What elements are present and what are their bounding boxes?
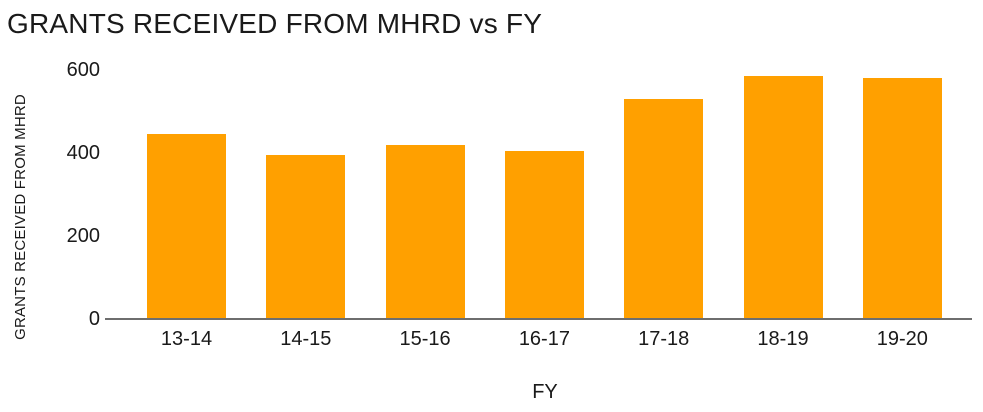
x-tick-label: 19-20 xyxy=(876,328,928,350)
bar-13-14 xyxy=(147,134,226,319)
y-tick-label: 600 xyxy=(66,59,100,81)
y-tick-label: 200 xyxy=(66,225,100,247)
x-tick-label: 18-19 xyxy=(757,328,809,350)
bar-14-15 xyxy=(266,155,346,319)
x-axis-title: FY xyxy=(532,381,558,403)
bar-17-18 xyxy=(624,99,704,319)
x-tick-label: 17-18 xyxy=(638,328,690,350)
bar-16-17 xyxy=(504,150,584,319)
bar-15-16 xyxy=(385,144,465,319)
x-tick-label: 14-15 xyxy=(280,328,332,350)
bar-19-20 xyxy=(862,78,942,319)
x-tick-label: 16-17 xyxy=(518,328,570,350)
chart-title: GRANTS RECEIVED FROM MHRD vs FY xyxy=(7,8,543,39)
y-tick-label: 400 xyxy=(66,142,100,164)
x-axis-line xyxy=(105,318,972,320)
plot-area xyxy=(105,70,972,319)
x-tick-label: 15-16 xyxy=(399,328,451,350)
y-tick-label: 0 xyxy=(88,308,100,330)
x-tick-label: 13-14 xyxy=(160,328,213,350)
bar-18-19 xyxy=(743,76,823,319)
